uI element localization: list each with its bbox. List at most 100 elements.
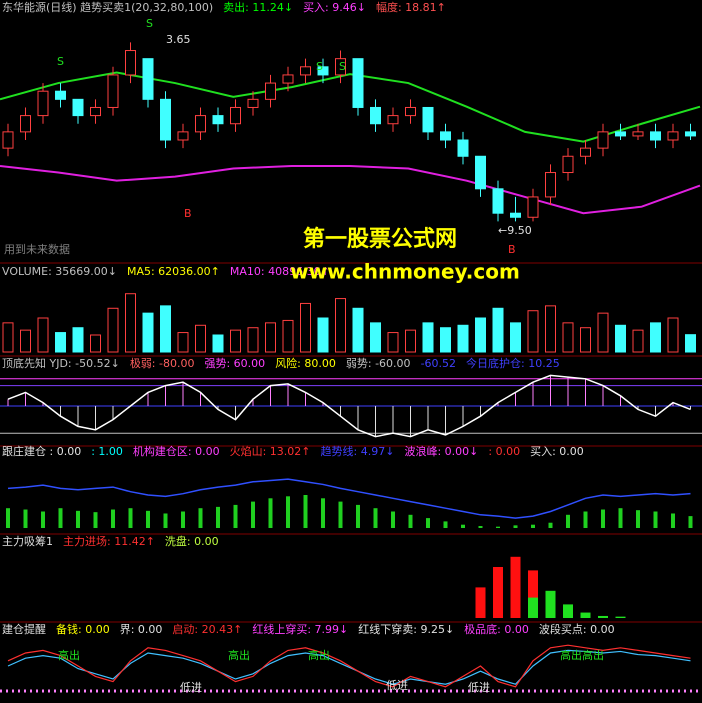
green-bar [321,498,325,528]
volume-bar [562,322,574,353]
green-bar [598,615,608,618]
line [7,478,691,519]
volume-bar [2,322,14,353]
candle-body [545,172,556,198]
volume-bar [632,329,644,353]
volume-bar [387,332,399,353]
volume-bar [20,329,31,353]
candle-body [20,115,31,133]
volume-bar [247,327,259,353]
annotation: S [146,17,153,30]
green-bar [111,509,115,528]
candle-body [685,131,696,137]
volume-bar [230,329,241,353]
volume-bar [352,307,364,353]
candle-body [580,147,591,157]
green-bar [580,612,591,618]
annotation: S [57,55,64,68]
panel-header: 红线下穿卖: 9.25↓ [358,622,454,636]
green-bar [268,498,273,528]
candle-body [212,115,224,125]
green-bar [41,511,45,528]
panel-header: : 1.00 [91,445,123,458]
volume-bar [422,322,434,353]
candle-body [160,98,171,141]
panel-header: 强势: 60.00 [204,357,265,370]
volume-bar [142,312,154,353]
green-bar [286,496,290,528]
red-bar [475,587,486,618]
volume-bar [177,332,189,353]
annotation: S [316,60,323,73]
signal-label: 高出 [308,648,330,662]
panel-header: 买入: 0.00 [530,445,584,458]
green-bar [391,511,395,528]
panel-header: 顶底先知 YJD: -50.52↓ [2,356,120,370]
green-bar [496,526,500,528]
panel-header: 买入: 9.46↓ [303,1,366,14]
candle-body [335,58,346,76]
panel-header: : 0.00 [488,445,520,458]
volume-bar [265,322,276,353]
panel-header: -60.52 [421,357,456,370]
candle-body [55,90,66,100]
panel-header: 风险: 80.00 [275,356,336,370]
candle-body [72,98,84,117]
green-bar [373,508,378,528]
panel-header: 火焰山: 13.02↑ [230,444,311,458]
signal-label: 低进 [180,681,202,694]
green-bar [461,524,465,528]
green-bar [23,509,28,528]
panel-header: 红线上穿买: 7.99↓ [252,622,348,636]
candle-body [177,131,189,141]
green-bar [198,508,203,528]
red-bar [528,570,538,618]
candle-body [562,155,574,174]
volume-bar [475,317,486,353]
annotation: B [184,207,192,220]
annotation: 3.65 [166,33,191,46]
candle-body [475,155,486,190]
green-bar [671,513,675,528]
panel-header: 主力进场: 11.42↑ [63,534,155,548]
volume-bar [597,312,609,353]
volume-bar [457,324,469,353]
candle-body [195,115,206,133]
volume-bar [370,322,381,353]
panel-header: 极品底: 0.00 [464,622,529,636]
volume-bar [545,305,556,353]
volume-bar [405,329,416,353]
volume-bar [335,298,346,353]
panel-header: 卖出: 11.24↓ [223,0,293,14]
green-bar [636,510,640,528]
panel-header: 洗盘: 0.00 [165,534,219,548]
green-bar [233,504,238,528]
green-bar [618,508,623,528]
candle-body [405,106,416,117]
volume-bar [580,327,591,353]
panel-header: MA5: 62036.00↑ [127,265,220,278]
watermark-title: 第一股票公式网 [303,226,457,252]
panel-header: MA10: 40896.30↑ [230,265,330,278]
volume-bar [37,317,49,353]
green-bar [566,514,570,528]
green-bar [128,508,133,528]
green-bar [478,526,483,528]
green-bar [303,495,308,528]
volume-bar [667,317,679,353]
candle-body [265,82,276,100]
candle-body [37,90,49,117]
green-bar [426,518,430,528]
line [7,374,691,438]
candle-body [422,106,434,133]
candle-body [317,66,329,76]
green-bar [6,508,10,528]
candle-body [352,58,364,108]
candle-body [125,50,136,76]
green-bar [338,501,343,528]
green-bar [601,509,605,528]
green-bar [58,508,63,528]
candle-body [107,74,119,108]
panel-header: 备钱: 0.00 [56,622,110,636]
